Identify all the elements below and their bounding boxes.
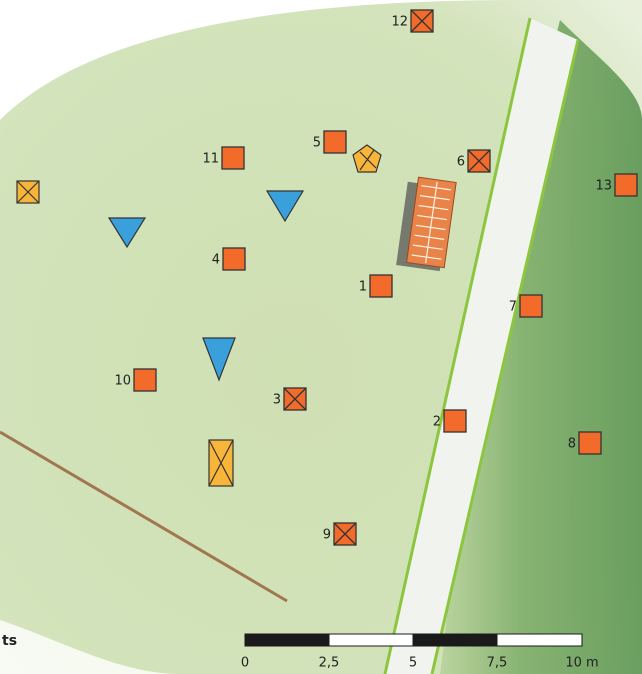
numbered-marker bbox=[222, 247, 246, 271]
field-edge bbox=[0, 620, 180, 674]
scale-segment bbox=[328, 633, 414, 647]
numbered-marker bbox=[519, 294, 543, 318]
scale-label: 0 bbox=[241, 656, 249, 671]
marker-label: 6 bbox=[457, 155, 465, 170]
road-edge bbox=[430, 39, 580, 674]
road-edge bbox=[383, 17, 532, 674]
numbered-marker bbox=[323, 130, 347, 154]
marker-cross bbox=[283, 387, 307, 411]
numbered-marker bbox=[221, 146, 245, 170]
marker-label: 5 bbox=[313, 136, 321, 151]
building bbox=[396, 176, 457, 272]
marker-cross bbox=[16, 180, 40, 204]
scale-label: 7,5 bbox=[487, 656, 508, 671]
marker-label: 2 bbox=[433, 415, 441, 430]
numbered-marker bbox=[614, 173, 638, 197]
triangle-marker bbox=[202, 337, 236, 382]
marker-label: 3 bbox=[273, 393, 281, 408]
numbered-marker bbox=[578, 431, 602, 455]
marker-cross bbox=[410, 9, 434, 33]
marker-label: 13 bbox=[595, 179, 612, 194]
scale-label: 2,5 bbox=[319, 656, 340, 671]
marker-cross bbox=[333, 522, 357, 546]
numbered-marker bbox=[443, 409, 467, 433]
scale-label: 10 m bbox=[565, 656, 598, 671]
triangle-marker bbox=[107, 217, 147, 249]
marker-label: 8 bbox=[568, 437, 576, 452]
marker-cross bbox=[208, 439, 234, 487]
scale-segment bbox=[496, 633, 583, 647]
path-line bbox=[0, 430, 288, 603]
marker-label: 4 bbox=[212, 253, 220, 268]
scale-segment bbox=[412, 633, 498, 647]
marker-cross bbox=[359, 149, 377, 171]
forest bbox=[440, 20, 642, 674]
marker-label: 11 bbox=[202, 152, 219, 167]
marker-label: 10 bbox=[114, 374, 131, 389]
marker-label: 12 bbox=[391, 15, 408, 30]
marker-cross bbox=[467, 149, 491, 173]
road bbox=[385, 18, 578, 674]
marker-label: 1 bbox=[359, 280, 367, 295]
scale-bar: 0 2,5 5 7,5 10 m bbox=[241, 633, 599, 671]
scale-segment bbox=[244, 633, 330, 647]
scale-label: 5 bbox=[409, 656, 417, 671]
legend-fragment: ts bbox=[2, 633, 17, 649]
triangle-marker bbox=[265, 190, 305, 223]
marker-label: 9 bbox=[323, 528, 331, 543]
marker-label: 7 bbox=[509, 300, 517, 315]
numbered-marker bbox=[369, 274, 393, 298]
numbered-marker bbox=[133, 368, 157, 392]
